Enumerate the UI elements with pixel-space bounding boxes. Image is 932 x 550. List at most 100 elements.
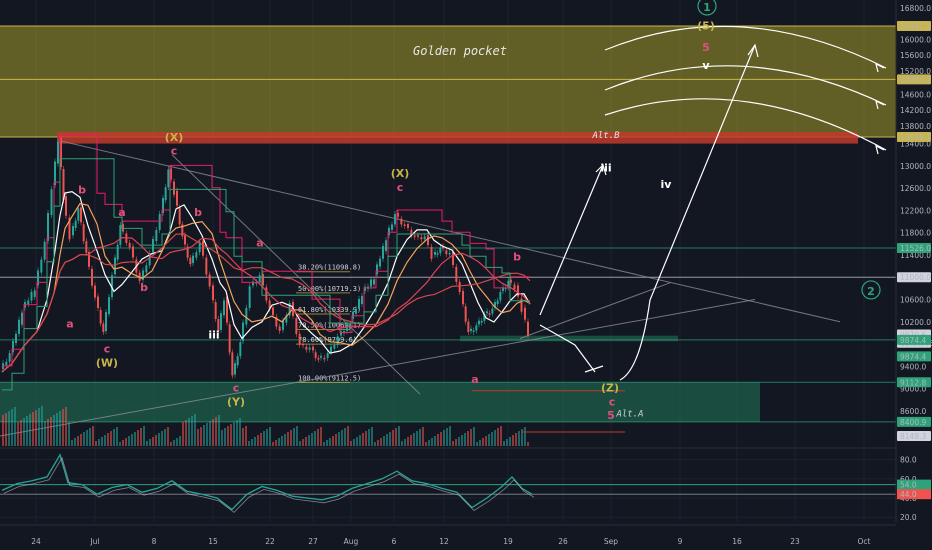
candle-body xyxy=(502,287,504,291)
arc-1 xyxy=(604,25,887,69)
arrow-to-iii xyxy=(539,164,604,316)
candle-body xyxy=(217,319,220,331)
candle-body xyxy=(288,303,291,316)
volume-bar xyxy=(173,440,175,446)
volume-bar xyxy=(125,438,127,446)
volume-bar xyxy=(434,436,436,446)
candle-body xyxy=(27,300,30,305)
candle-body xyxy=(8,353,11,362)
volume-bar xyxy=(521,429,523,446)
wave-label-29: Alt.B xyxy=(591,131,620,141)
price-tag-bg xyxy=(897,74,931,85)
candle-body xyxy=(145,265,148,273)
volume-bar xyxy=(356,437,358,446)
candle-body xyxy=(330,346,332,353)
wave-label-25: 1 xyxy=(703,1,711,14)
time-tick: 9 xyxy=(678,537,683,546)
candle-body xyxy=(186,246,189,258)
time-tick: Jul xyxy=(89,537,99,546)
fib-label: 70.50%(10060.1) xyxy=(298,322,361,330)
price-tag-bg xyxy=(897,377,931,388)
osc-tag: 44.0 xyxy=(900,490,917,499)
volume-bar xyxy=(527,442,529,446)
volume-bar xyxy=(29,414,31,446)
candle-body xyxy=(285,315,288,323)
volume-bar xyxy=(221,430,223,446)
volume-bar xyxy=(494,430,496,446)
wave-label-12: (Y) xyxy=(227,395,245,408)
volume-bar xyxy=(500,426,502,446)
candle-body xyxy=(491,308,494,314)
arc-2 xyxy=(604,65,887,106)
volume-bars xyxy=(2,406,529,446)
candle-body xyxy=(62,169,65,201)
candle-body xyxy=(231,352,234,376)
candle-body xyxy=(458,281,461,292)
candle-body xyxy=(236,356,239,366)
fib-label: 100.00%(9112.5) xyxy=(298,374,361,382)
volume-bar xyxy=(263,431,265,446)
wave-label-14: c xyxy=(397,181,404,194)
wave-label-3: b xyxy=(140,281,148,294)
candle-body xyxy=(314,352,317,359)
volume-bar xyxy=(17,422,19,446)
candle-body xyxy=(385,240,387,252)
ma-orange xyxy=(1,202,531,373)
candle-body xyxy=(57,141,59,164)
volume-bar xyxy=(446,428,448,446)
volume-bar xyxy=(503,441,505,446)
candle-body xyxy=(47,212,49,241)
volume-bar xyxy=(299,441,301,446)
trendline-upper xyxy=(59,140,841,323)
wave-labels: ababc(W)(X)cbaiiic(Y)(X)cbac(Z)5iiiiv(5)… xyxy=(66,0,881,422)
wave-circle xyxy=(861,280,881,300)
candle-body xyxy=(275,317,278,327)
volume-bar xyxy=(476,442,478,446)
arc-head-0 xyxy=(875,62,885,73)
wave-label-22: (5) xyxy=(697,20,715,33)
volume-bar xyxy=(284,434,286,446)
volume-bar xyxy=(404,439,406,446)
candle-body xyxy=(312,346,314,351)
price-tick: 12600.0 xyxy=(900,184,931,193)
wave-label-26: 2 xyxy=(867,285,875,298)
volume-bar xyxy=(227,426,229,446)
volume-bar xyxy=(518,431,520,446)
volume-bar xyxy=(119,442,121,446)
trendline-fan xyxy=(171,154,421,395)
candle-body xyxy=(403,224,406,226)
volume-bar xyxy=(260,433,262,446)
candle-body xyxy=(77,208,80,221)
volume-bar xyxy=(449,426,451,446)
volume-bar xyxy=(143,426,145,446)
candle-body xyxy=(12,341,14,353)
volume-bar xyxy=(287,432,289,446)
volume-bar xyxy=(161,431,163,446)
candle-body xyxy=(155,229,158,241)
volume-bar xyxy=(164,429,166,446)
volume-bar xyxy=(413,433,415,446)
candle-body xyxy=(370,279,372,287)
candle-body xyxy=(108,297,110,315)
volume-bar xyxy=(326,440,328,446)
volume-bar xyxy=(218,415,220,446)
volume-bar xyxy=(251,439,253,446)
candle-body xyxy=(439,247,442,254)
volume-bar xyxy=(71,440,73,446)
candle-body xyxy=(30,291,33,301)
time-axis: 24 Jul 8 15 22 27 Aug 6 12 19 26 Sep 9 16 23 Oct xyxy=(0,524,896,546)
candle-body xyxy=(111,275,113,298)
step-line-pink xyxy=(2,134,530,367)
osc-tag-bg xyxy=(897,489,931,500)
price-tag-bg xyxy=(897,132,931,142)
candle-body xyxy=(462,290,464,305)
candle-body xyxy=(448,252,451,255)
price-tick: 16000.0 xyxy=(900,35,931,44)
candle-body xyxy=(220,313,222,330)
volume-bar xyxy=(524,427,526,446)
price-tag-bg xyxy=(897,351,931,362)
price-tag: 11526.0 xyxy=(900,244,931,253)
wave-label-5: (W) xyxy=(96,356,118,369)
price-tick: 13000.0 xyxy=(900,162,931,171)
